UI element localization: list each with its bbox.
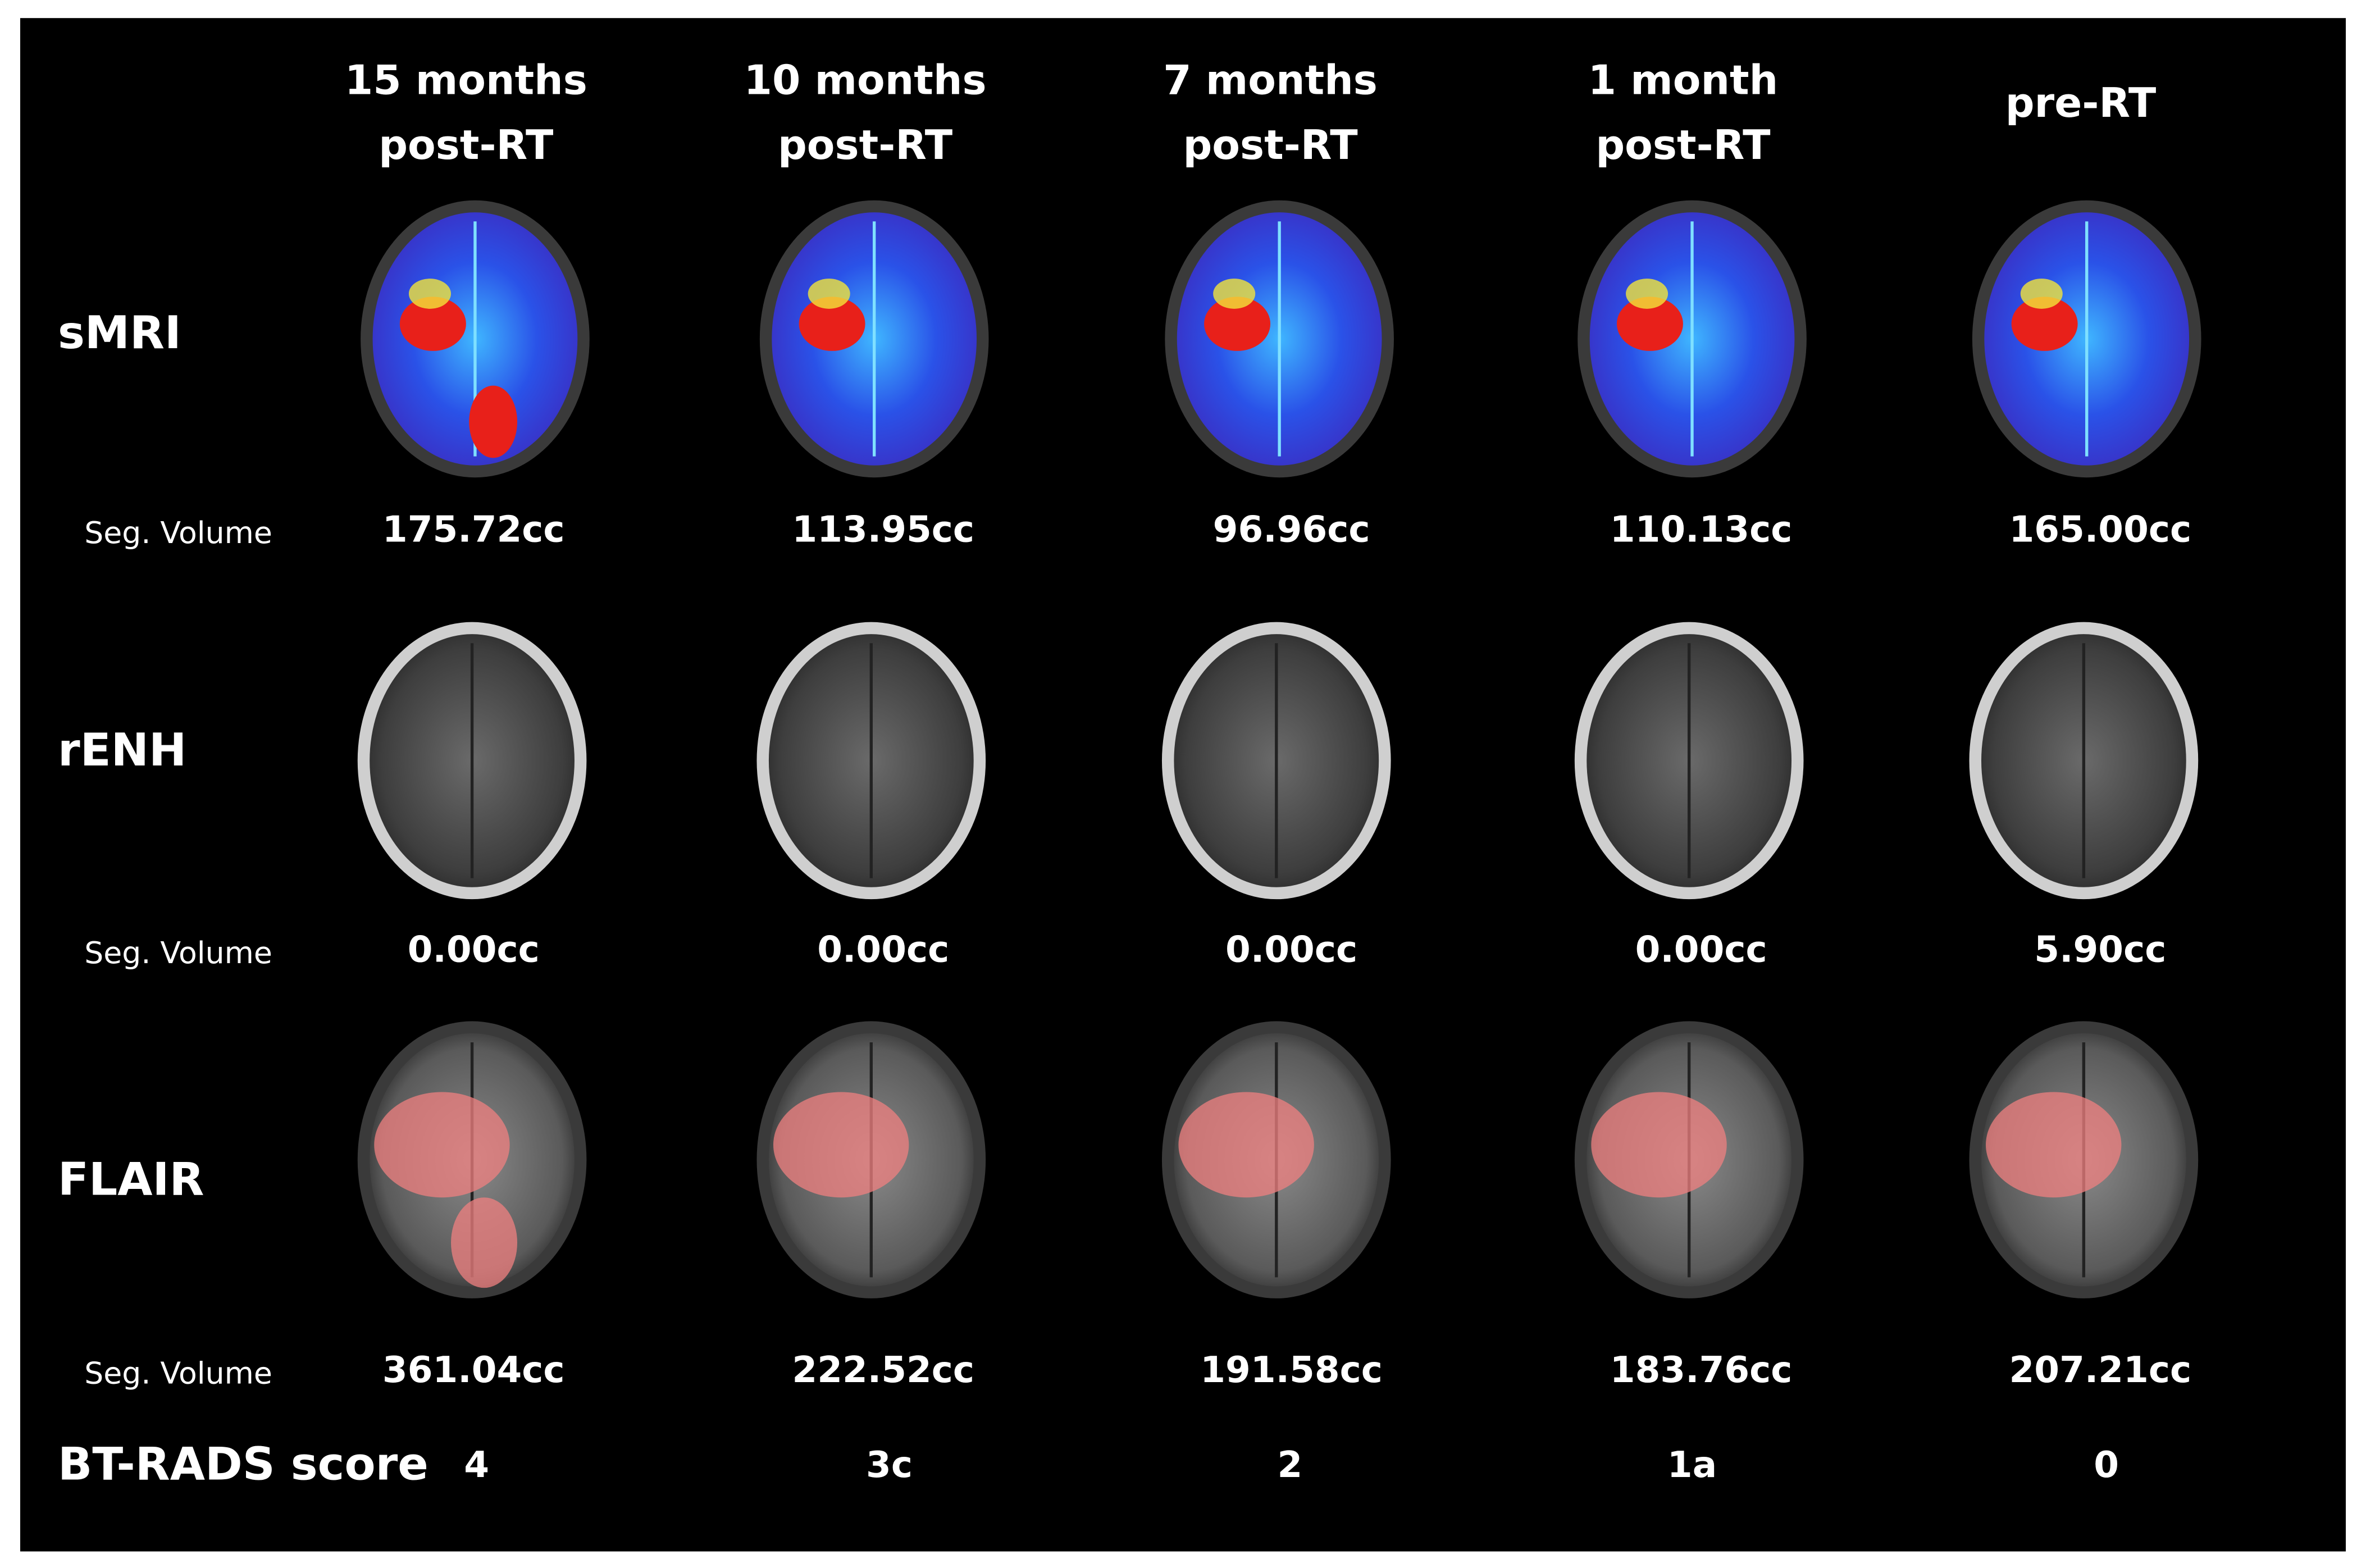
bt-rads-score: 3c xyxy=(866,1444,913,1486)
column-header: 15 months xyxy=(345,57,587,104)
hotspot xyxy=(1616,297,1683,351)
bt-rads-score: 4 xyxy=(464,1444,489,1486)
seg-volume: 113.95cc xyxy=(792,508,974,550)
row-label: sMRI xyxy=(58,306,181,359)
hotspot xyxy=(808,279,850,309)
hotspot xyxy=(399,297,466,351)
seg-label: Seg. Volume xyxy=(84,1355,272,1391)
column-header: post-RT xyxy=(1183,122,1357,169)
hotspot xyxy=(2020,279,2063,309)
column-header: 10 months xyxy=(744,57,987,104)
brain-image xyxy=(1972,200,2201,478)
lesion xyxy=(451,1197,518,1288)
brain-image xyxy=(361,200,590,478)
seg-volume: 361.04cc xyxy=(382,1349,565,1391)
seg-volume: 183.76cc xyxy=(1610,1349,1793,1391)
seg-volume: 110.13cc xyxy=(1610,508,1793,550)
hotspot xyxy=(1204,297,1271,351)
brain-image xyxy=(1165,200,1394,478)
brain-image xyxy=(756,1021,986,1298)
bt-rads-score: 1a xyxy=(1667,1444,1717,1486)
seg-volume: 0.00cc xyxy=(1225,929,1357,971)
brain-image xyxy=(357,1021,587,1298)
brain-image xyxy=(1578,200,1807,478)
bt-rads-score: 0 xyxy=(2094,1444,2119,1486)
brain-image xyxy=(756,622,986,900)
column-header: 7 months xyxy=(1163,57,1378,104)
seg-volume: 207.21cc xyxy=(2009,1349,2192,1391)
lesion xyxy=(773,1092,909,1198)
hotspot xyxy=(408,279,452,309)
brain-image xyxy=(1161,622,1391,900)
lesion xyxy=(1591,1092,1727,1198)
column-header: 1 month xyxy=(1588,57,1779,104)
seg-label: Seg. Volume xyxy=(84,515,272,550)
column-header: pre-RT xyxy=(2005,80,2157,127)
brain-image xyxy=(1161,1021,1391,1298)
bt-rads-label: BT-RADS score xyxy=(58,1437,428,1490)
column-header: post-RT xyxy=(1595,122,1770,169)
seg-volume: 0.00cc xyxy=(1635,929,1767,971)
seg-label: Seg. Volume xyxy=(84,935,272,970)
brain-image xyxy=(1969,1021,2199,1298)
hotspot xyxy=(1213,279,1256,309)
lesion xyxy=(1178,1092,1314,1198)
seg-volume: 5.90cc xyxy=(2034,929,2166,971)
hotspot xyxy=(799,297,865,351)
bt-rads-score: 2 xyxy=(1278,1444,1303,1486)
column-header: post-RT xyxy=(778,122,952,169)
hotspot xyxy=(2011,297,2078,351)
lesion xyxy=(374,1092,510,1198)
seg-volume: 0.00cc xyxy=(817,929,949,971)
seg-volume: 96.96cc xyxy=(1213,508,1370,550)
brain-image xyxy=(759,200,989,478)
brain-image xyxy=(357,622,587,900)
seg-volume: 191.58cc xyxy=(1200,1349,1383,1391)
row-label: FLAIR xyxy=(58,1152,204,1205)
brain-image xyxy=(1969,622,2199,900)
seg-volume: 175.72cc xyxy=(382,508,565,550)
brain-image xyxy=(1574,622,1804,900)
lesion xyxy=(1986,1092,2122,1198)
seg-volume: 222.52cc xyxy=(792,1349,974,1391)
content: 15 months post-RT 10 months post-RT 7 months… xyxy=(58,57,2201,1490)
brain-image xyxy=(1574,1021,1804,1298)
column-header: post-RT xyxy=(379,122,553,169)
hotspot xyxy=(469,385,518,458)
seg-volume: 165.00cc xyxy=(2009,508,2192,550)
seg-volume: 0.00cc xyxy=(408,929,540,971)
row-label: rENH xyxy=(58,723,186,776)
hotspot xyxy=(1626,279,1668,309)
